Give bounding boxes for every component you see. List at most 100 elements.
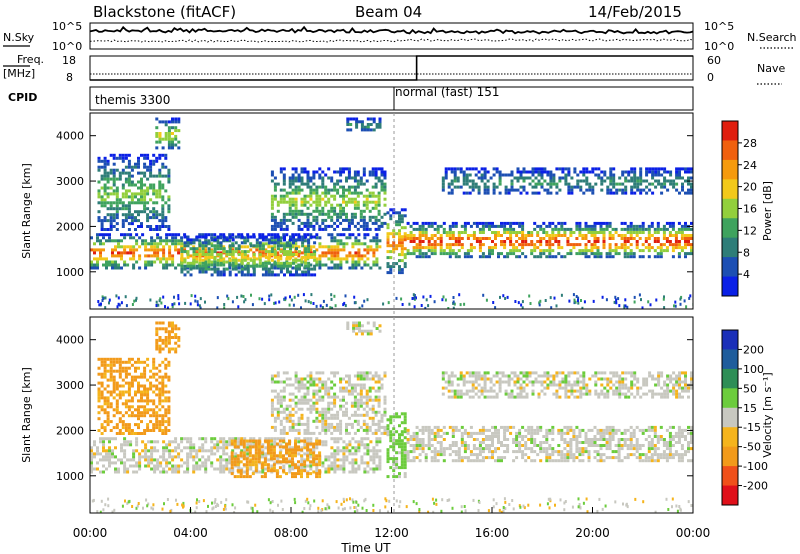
- echo-cell: [422, 295, 425, 299]
- echo-cell: [171, 132, 174, 135]
- echo-cell: [130, 174, 134, 178]
- echo-cell: [303, 439, 307, 443]
- echo-cell: [605, 252, 609, 256]
- echo-cell: [447, 191, 451, 195]
- echo-cell: [668, 221, 672, 225]
- echo-cell: [345, 389, 348, 393]
- echo-cell: [471, 188, 475, 192]
- echo-cell: [369, 449, 373, 453]
- echo-cell: [165, 458, 169, 462]
- echo-cell: [137, 417, 140, 421]
- echo-cell: [327, 191, 331, 195]
- echo-cell: [383, 173, 387, 177]
- echo-cell: [294, 188, 298, 192]
- echo-cell: [351, 242, 355, 246]
- echo-cell: [560, 255, 564, 259]
- echo-cell: [515, 231, 519, 234]
- echo-cell: [186, 467, 190, 471]
- echo-cell: [362, 401, 366, 405]
- echo-cell: [339, 173, 343, 177]
- echo-cell: [351, 266, 355, 270]
- echo-cell: [356, 227, 360, 231]
- echo-cell: [436, 227, 440, 231]
- echo-cell: [150, 263, 154, 267]
- echo-cell: [521, 237, 525, 240]
- echo-cell: [427, 246, 431, 250]
- y-tick-label-1: 2000: [56, 220, 84, 233]
- echo-cell: [623, 255, 627, 259]
- echo-cell: [158, 183, 162, 187]
- echo-cell: [137, 432, 140, 435]
- echo-cell: [289, 273, 292, 277]
- echo-cell: [129, 236, 133, 240]
- echo-cell: [366, 443, 370, 447]
- echo-cell: [478, 227, 482, 231]
- echo-cell: [386, 223, 390, 227]
- echo-cell: [267, 233, 271, 237]
- echo-cell: [246, 273, 250, 277]
- echo-cell: [134, 219, 137, 223]
- echo-cell: [321, 185, 325, 189]
- echo-cell: [315, 457, 319, 461]
- echo-cell: [309, 203, 313, 207]
- echo-cell: [99, 251, 102, 255]
- echo-cell: [620, 246, 624, 250]
- echo-cell: [192, 449, 196, 453]
- echo-cell: [155, 417, 159, 421]
- echo-cell: [99, 470, 102, 474]
- echo-cell: [255, 257, 259, 261]
- echo-cell: [140, 180, 143, 184]
- echo-cell: [424, 246, 428, 250]
- echo-cell: [551, 221, 555, 225]
- echo-cell: [336, 395, 340, 399]
- echo-cell: [158, 387, 162, 391]
- echo-cell: [330, 215, 334, 219]
- echo-cell: [519, 185, 523, 189]
- echo-cell: [368, 425, 372, 429]
- echo-cell: [632, 252, 636, 256]
- echo-cell: [252, 244, 256, 248]
- echo-cell: [674, 300, 677, 304]
- echo-cell: [366, 248, 370, 252]
- echo-cell: [347, 185, 351, 189]
- echo-cell: [593, 252, 597, 256]
- echo-cell: [111, 260, 114, 264]
- echo-cell: [300, 188, 304, 192]
- echo-cell: [282, 431, 286, 435]
- echo-cell: [594, 167, 598, 171]
- echo-cell: [356, 200, 360, 204]
- echo-cell: [285, 445, 288, 449]
- echo-cell: [177, 146, 181, 150]
- echo-cell: [134, 432, 137, 435]
- echo-cell: [345, 407, 348, 411]
- echo-cell: [512, 243, 516, 247]
- echo-cell: [348, 470, 352, 474]
- echo-cell: [135, 233, 139, 237]
- echo-cell: [270, 401, 274, 405]
- echo-cell: [152, 402, 156, 406]
- echo-cell: [353, 401, 357, 405]
- echo-cell: [149, 414, 153, 418]
- echo-cell: [108, 446, 111, 450]
- echo-cell: [477, 170, 481, 174]
- echo-cell: [204, 270, 208, 274]
- echo-cell: [100, 357, 104, 361]
- echo-cell: [104, 296, 107, 300]
- echo-cell: [433, 221, 437, 225]
- echo-cell: [648, 170, 652, 174]
- echo-cell: [321, 251, 325, 255]
- echo-cell: [306, 173, 310, 177]
- echo-cell: [231, 267, 235, 271]
- echo-cell: [372, 446, 376, 450]
- echo-cell: [294, 233, 298, 237]
- echo-cell: [294, 200, 298, 204]
- echo-cell: [152, 357, 156, 361]
- echo-cell: [297, 460, 300, 464]
- echo-cell: [549, 296, 552, 300]
- echo-cell: [283, 264, 286, 268]
- echo-cell: [97, 417, 101, 421]
- echo-cell: [124, 189, 128, 193]
- y-tick-label-2: 3000: [56, 175, 84, 188]
- echo-cell: [516, 170, 520, 174]
- echo-cell: [454, 252, 458, 256]
